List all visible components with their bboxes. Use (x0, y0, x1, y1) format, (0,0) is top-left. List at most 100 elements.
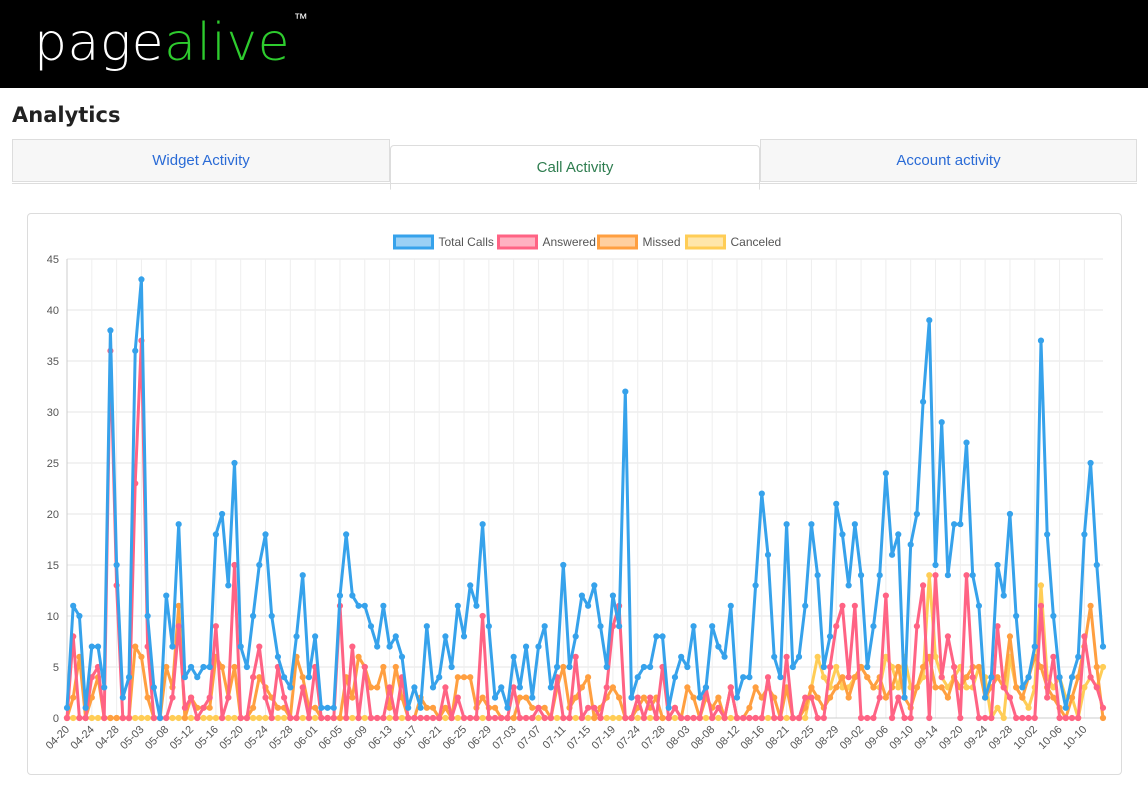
data-point-total-calls (547, 684, 554, 691)
data-point-total-calls (740, 674, 747, 681)
data-point-total-calls (709, 623, 716, 630)
data-point-total-calls (343, 531, 350, 538)
data-point-total-calls (951, 521, 958, 528)
tab-account-activity[interactable]: Account activity (760, 139, 1137, 182)
data-point-total-calls (609, 592, 617, 599)
data-point-total-calls (392, 633, 399, 640)
data-point-answered (287, 714, 294, 722)
data-point-total-calls (628, 694, 635, 701)
data-point-total-calls (411, 684, 418, 691)
x-tick-label: 08-29 (813, 724, 841, 752)
data-point-total-calls (553, 663, 561, 671)
data-point-answered (795, 714, 803, 722)
tab-call-activity[interactable]: Call Activity (390, 145, 760, 190)
data-point-canceled (764, 714, 772, 722)
data-point-answered (349, 643, 356, 650)
data-point-answered (870, 714, 877, 722)
data-point-answered (529, 714, 536, 722)
y-tick-label: 10 (47, 611, 59, 623)
legend-swatch-canceled (685, 234, 726, 250)
data-point-canceled (281, 714, 288, 722)
data-point-total-calls (367, 623, 375, 630)
data-point-answered (1019, 714, 1026, 722)
data-point-total-calls (206, 663, 213, 671)
data-point-total-calls (1099, 643, 1107, 650)
data-point-total-calls (516, 684, 523, 691)
call-activity-chart-card: 0 5 10 15 20 25 30 35 40 45 04-20 04-24 04-28 05-03 05… (27, 213, 1122, 775)
data-point-canceled (169, 714, 176, 722)
data-point-total-calls (150, 684, 157, 691)
data-point-total-calls (405, 704, 412, 711)
data-point-total-calls (919, 398, 927, 405)
data-point-answered (231, 561, 238, 569)
data-point-missed (882, 694, 889, 701)
data-point-total-calls (460, 633, 468, 640)
data-point-missed (516, 694, 523, 701)
data-point-total-calls (541, 623, 548, 630)
data-point-canceled (609, 714, 617, 722)
data-point-answered (218, 714, 226, 722)
data-point-total-calls (814, 572, 821, 579)
pagealive-logo[interactable]: pagealive ™ (34, 10, 308, 76)
data-point-canceled (187, 714, 195, 722)
data-point-missed (250, 704, 257, 711)
data-point-answered (647, 694, 654, 701)
data-point-canceled (634, 714, 641, 722)
data-point-total-calls (969, 572, 976, 579)
data-point-total-calls (504, 704, 511, 711)
data-point-total-calls (560, 561, 567, 569)
data-point-missed (274, 704, 282, 711)
data-point-total-calls (678, 653, 685, 660)
data-point-total-calls (448, 663, 455, 671)
data-point-canceled (256, 714, 263, 722)
data-point-total-calls (1031, 643, 1038, 650)
data-point-total-calls (336, 592, 344, 599)
data-point-missed (938, 684, 945, 691)
data-point-answered (256, 643, 263, 650)
data-point-total-calls (70, 602, 77, 609)
page-title: Analytics (12, 103, 121, 127)
data-point-total-calls (498, 684, 505, 691)
data-point-total-calls (727, 602, 734, 609)
data-point-missed (479, 694, 486, 701)
tab-widget-activity[interactable]: Widget Activity (12, 139, 390, 182)
data-point-total-calls (1081, 531, 1088, 538)
data-point-answered (243, 714, 251, 722)
data-point-total-calls (702, 684, 710, 691)
data-point-missed (460, 674, 468, 681)
data-point-total-calls (256, 561, 263, 569)
data-point-answered (709, 714, 716, 722)
data-point-total-calls (566, 663, 573, 671)
data-point-total-calls (591, 582, 598, 589)
data-point-total-calls (895, 531, 902, 538)
data-point-answered (423, 714, 430, 722)
data-point-answered (783, 653, 790, 660)
data-point-total-calls (653, 633, 660, 640)
data-point-missed (1013, 684, 1020, 691)
data-point-total-calls (231, 459, 238, 467)
data-point-answered (684, 714, 691, 722)
data-point-total-calls (417, 704, 424, 711)
data-point-total-calls (330, 704, 337, 711)
data-point-total-calls (932, 561, 939, 569)
data-point-total-calls (1075, 653, 1082, 660)
x-tick-label: 10-10 (1061, 724, 1089, 752)
data-point-missed (826, 694, 834, 701)
data-point-canceled (212, 714, 219, 722)
data-point-answered (200, 704, 207, 711)
data-point-answered (857, 714, 865, 722)
data-point-total-calls (1087, 459, 1094, 467)
data-point-canceled (200, 714, 207, 722)
data-point-canceled (70, 714, 77, 722)
data-point-answered (305, 714, 313, 722)
data-point-missed (312, 704, 319, 711)
data-point-answered (454, 694, 461, 701)
data-point-answered (1062, 714, 1069, 722)
data-point-missed (144, 694, 151, 701)
data-point-total-calls (820, 663, 827, 671)
analytics-tabs: Widget Activity Call Activity Account ac… (12, 139, 1137, 190)
data-point-total-calls (76, 612, 83, 620)
data-point-total-calls (398, 653, 406, 660)
data-point-answered (442, 684, 449, 691)
data-point-canceled (132, 714, 139, 722)
